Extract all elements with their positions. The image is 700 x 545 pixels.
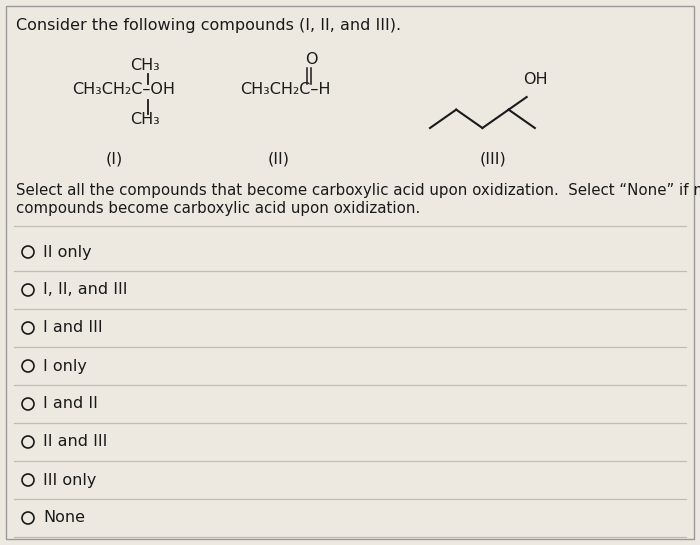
Text: CH₃CH₂C–OH: CH₃CH₂C–OH bbox=[72, 82, 175, 97]
Text: I and II: I and II bbox=[43, 397, 98, 411]
Text: I, II, and III: I, II, and III bbox=[43, 282, 127, 298]
Text: O: O bbox=[305, 52, 318, 67]
Text: I and III: I and III bbox=[43, 320, 103, 336]
Text: Consider the following compounds (I, II, and III).: Consider the following compounds (I, II,… bbox=[16, 18, 401, 33]
Text: (II): (II) bbox=[268, 152, 290, 167]
Text: Select all the compounds that become carboxylic acid upon oxidization.  Select “: Select all the compounds that become car… bbox=[16, 183, 700, 198]
Text: None: None bbox=[43, 511, 85, 525]
Text: compounds become carboxylic acid upon oxidization.: compounds become carboxylic acid upon ox… bbox=[16, 201, 420, 216]
Text: CH₃: CH₃ bbox=[130, 112, 160, 127]
Text: (I): (I) bbox=[106, 152, 123, 167]
Text: CH₃: CH₃ bbox=[130, 58, 160, 73]
Text: I only: I only bbox=[43, 359, 87, 373]
Text: OH: OH bbox=[523, 72, 547, 87]
Text: OH: OH bbox=[537, 48, 561, 63]
Text: II only: II only bbox=[43, 245, 92, 259]
Text: II and III: II and III bbox=[43, 434, 107, 450]
Text: CH₃CH₂C–H: CH₃CH₂C–H bbox=[240, 82, 330, 97]
FancyBboxPatch shape bbox=[535, 46, 570, 66]
Text: III only: III only bbox=[43, 473, 97, 487]
Text: (III): (III) bbox=[480, 152, 507, 167]
